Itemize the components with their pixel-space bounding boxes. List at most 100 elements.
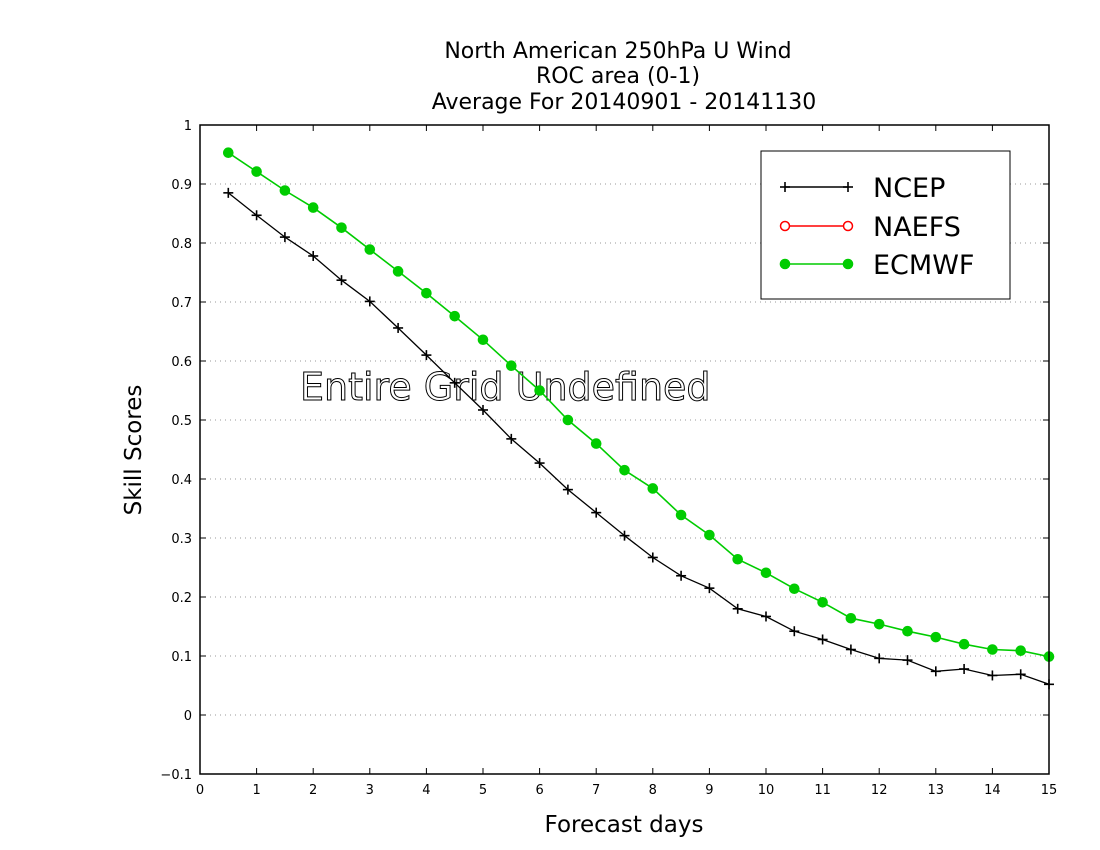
ncep-point-marker [619,530,630,541]
ecmwf-point-marker [902,625,913,637]
ncep-point-marker [789,626,800,637]
y-tick-label: 0.2 [171,591,192,606]
ecmwf-point-marker [223,147,234,159]
ncep-point-marker [506,433,517,444]
ecmwf-point-marker [987,644,998,655]
series-ncep [223,187,1054,690]
overlay-message: Entire Grid Undefined [300,365,711,409]
y-tick-label: 0.1 [171,650,192,665]
ecmwf-point-marker [506,360,517,372]
ncep-point-marker [534,458,545,469]
ecmwf-point-marker [392,266,404,277]
ecmwf-point-marker [704,529,715,541]
legend-item-ncep: NCEP [780,173,945,204]
y-tick-label: 0.7 [171,296,192,311]
x-tick-label: 8 [649,783,657,798]
x-tick-label: 13 [928,783,945,798]
ecmwf-point-marker [760,567,772,579]
y-tick-label: 0 [184,709,192,724]
legend-item-naefs: NAEFS [779,212,961,243]
y-tick-label: 0.6 [171,355,192,370]
ecmwf-point-marker [817,597,828,608]
ecmwf-point-marker [845,612,857,624]
ncep-point-marker [843,182,853,192]
ncep-point-marker [676,570,687,581]
ecmwf-point-marker [364,244,376,255]
ncep-point-marker [591,507,602,518]
ncep-point-marker [449,377,460,388]
x-tick-label: 1 [252,783,260,798]
legend-box [760,150,1011,300]
ecmwf-point-marker [842,258,854,270]
x-tick-label: 0 [196,783,204,798]
ncep-point-marker [704,583,715,594]
ncep-point-marker [780,182,790,192]
plot-frame [199,124,1050,775]
ecmwf-point-marker [958,638,970,650]
chart-title-line-1: North American 250hPa U Wind [444,39,791,64]
x-tick-label: 6 [535,783,543,798]
ncep-point-marker [336,275,347,286]
ncep-point-marker [478,404,488,415]
chart-title-line-2: ROC area (0-1) [536,64,700,89]
ncep-point-marker [393,322,404,333]
x-tick-label: 3 [366,783,374,798]
ecmwf-point-marker [307,202,319,213]
ncep-point-marker [364,296,375,307]
ecmwf-point-marker [930,631,942,643]
legend-label-ecmwf: ECMWF [873,250,974,281]
ncep-point-marker [647,552,658,563]
x-tick-label: 11 [814,783,831,798]
legend-label-naefs: NAEFS [873,212,961,243]
x-tick-label: 4 [422,783,430,798]
ecmwf-point-marker [562,414,574,426]
ncep-point-marker [421,350,432,361]
ncep-point-marker [223,187,234,198]
series-group [223,147,1055,690]
ecmwf-point-marker [873,618,885,630]
ecmwf-point-marker [1015,645,1027,656]
x-tick-label: 12 [871,783,888,798]
x-tick-label: 2 [309,783,317,798]
ncep-point-marker [930,666,941,677]
x-axis-title: Forecast days [545,812,704,838]
ncep-point-marker [817,634,828,645]
y-tick-label: −0.1 [160,768,192,783]
y-tick-label: 0.8 [171,237,192,252]
naefs-point-marker [779,220,791,232]
ncep-point-marker [959,663,970,674]
y-axis-title: Skill Scores [121,385,147,516]
ncep-point-marker [761,611,771,622]
y-tick-label: 0.5 [171,414,192,429]
legend-item-ecmwf: ECMWF [779,250,974,281]
y-tick-labels: −0.1 0 0.1 0.2 0.3 0.4 0.5 0.6 0.7 0.8 0.9 1 [160,119,192,783]
ecmwf-point-marker [647,483,659,494]
legend-label-ncep: NCEP [873,173,945,204]
ncep-point-marker [732,603,743,614]
y-tick-label: 0.9 [171,178,192,193]
ncep-point-marker [987,670,998,681]
x-tick-label: 9 [705,783,713,798]
ncep-point-marker [874,653,885,664]
ecmwf-point-marker [534,385,545,396]
ecmwf-point-marker [421,287,432,299]
ecmwf-point-marker [675,509,687,521]
x-tick-label: 7 [592,783,600,798]
chart-title-line-3: Average For 20140901 - 20141130 [432,90,817,115]
ncep-point-marker [845,644,856,655]
y-tick-label: 1 [184,119,192,134]
ecmwf-point-marker [251,166,262,177]
ecmwf-point-marker [336,222,347,233]
ecmwf-point-marker [732,553,744,565]
ncep-point-marker [279,232,290,243]
ecmwf-point-marker [590,438,602,449]
ecmwf-point-marker [449,310,461,322]
ncep-point-marker [251,210,262,221]
ecmwf-point-marker [477,334,489,346]
x-tick-label: 15 [1041,783,1058,798]
ncep-point-marker [308,250,319,261]
naefs-point-marker [842,220,854,232]
x-tick-label: 14 [984,783,1001,798]
series-line-ncep [227,192,1050,685]
